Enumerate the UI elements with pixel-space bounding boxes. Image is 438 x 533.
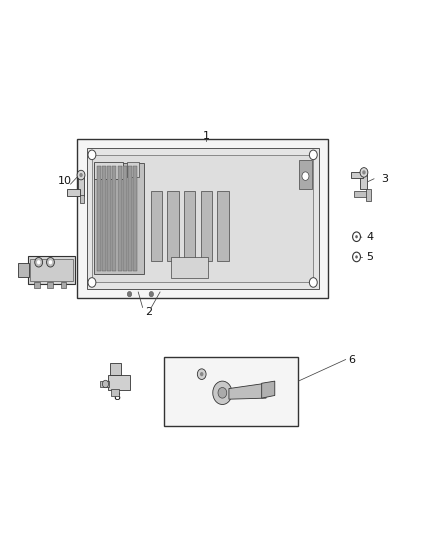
Bar [100, 381, 109, 387]
Circle shape [77, 170, 85, 180]
Text: 8: 8 [113, 392, 120, 402]
Bar [92, 155, 313, 282]
Circle shape [355, 255, 358, 259]
Circle shape [362, 170, 366, 174]
Bar [67, 189, 80, 196]
Bar [80, 195, 84, 203]
Bar [113, 166, 117, 271]
Bar [170, 257, 208, 278]
Text: 2: 2 [145, 306, 153, 317]
Circle shape [355, 235, 358, 238]
Bar [102, 166, 106, 271]
Bar [134, 166, 138, 271]
Circle shape [360, 167, 368, 177]
Bar [94, 163, 145, 274]
Bar [118, 166, 122, 271]
Bar [34, 282, 39, 288]
Bar [107, 166, 111, 271]
Bar [87, 149, 318, 289]
Bar [167, 191, 179, 261]
Circle shape [213, 381, 232, 405]
Circle shape [49, 260, 52, 264]
Bar [110, 364, 121, 375]
Bar [77, 139, 328, 298]
Circle shape [218, 387, 227, 398]
Text: 3: 3 [381, 174, 389, 184]
Circle shape [353, 232, 360, 241]
Text: 6: 6 [349, 354, 356, 365]
Circle shape [46, 257, 54, 267]
Circle shape [127, 292, 132, 297]
Circle shape [35, 257, 42, 267]
Circle shape [302, 172, 309, 180]
Bar [151, 191, 162, 261]
Bar [201, 191, 212, 261]
Text: 4: 4 [366, 232, 373, 243]
Text: 5: 5 [366, 252, 373, 262]
Circle shape [102, 380, 109, 387]
Circle shape [149, 292, 153, 297]
Bar [111, 389, 119, 396]
Circle shape [88, 278, 96, 287]
Circle shape [353, 252, 360, 262]
Bar [127, 163, 139, 177]
Text: 1: 1 [202, 131, 209, 141]
Bar [108, 375, 131, 390]
Circle shape [309, 150, 317, 160]
Polygon shape [229, 383, 266, 399]
Bar [217, 191, 229, 261]
Bar [184, 191, 195, 261]
Circle shape [88, 150, 96, 160]
Circle shape [309, 278, 317, 287]
Text: 10: 10 [58, 176, 72, 187]
Bar [47, 282, 53, 288]
Bar [128, 166, 132, 271]
Bar [123, 166, 127, 271]
Circle shape [200, 372, 204, 376]
Bar [30, 259, 73, 281]
Text: 7: 7 [235, 389, 242, 399]
Bar [94, 162, 123, 179]
Polygon shape [261, 381, 275, 398]
Bar [354, 191, 368, 197]
Circle shape [198, 369, 206, 379]
Bar [78, 173, 84, 196]
Bar [18, 263, 28, 277]
Bar [360, 171, 367, 189]
Bar [299, 160, 311, 189]
Circle shape [37, 260, 40, 264]
Text: 9: 9 [18, 270, 25, 279]
Bar [366, 189, 371, 201]
Bar [351, 172, 363, 177]
Bar [97, 166, 101, 271]
Circle shape [79, 173, 83, 177]
Bar [28, 256, 75, 284]
Bar [164, 357, 297, 426]
Bar [60, 282, 66, 288]
